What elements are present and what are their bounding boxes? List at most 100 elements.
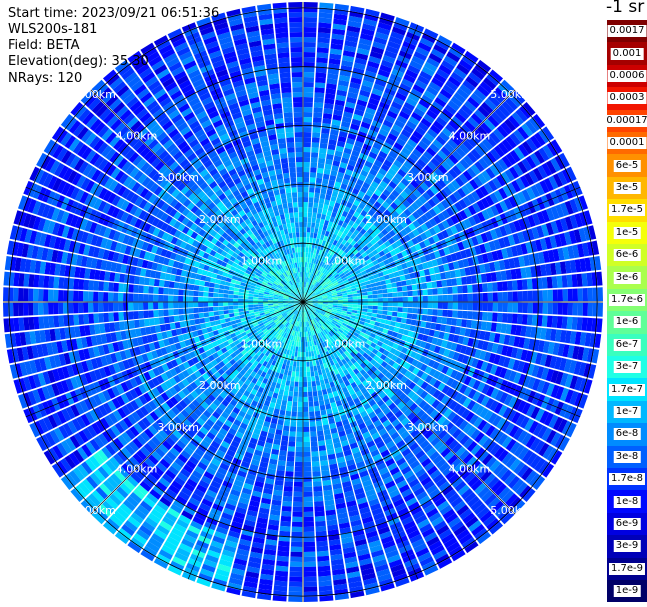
range-gate-cell xyxy=(322,306,328,309)
range-gate-cell xyxy=(448,153,459,165)
range-gate-cell xyxy=(332,305,338,308)
range-gate-cell xyxy=(435,273,442,281)
range-gate-cell xyxy=(535,408,545,422)
range-gate-cell xyxy=(365,189,374,197)
range-gate-cell xyxy=(307,386,313,392)
range-gate-cell xyxy=(389,249,397,257)
range-gate-cell xyxy=(350,239,357,247)
range-gate-cell xyxy=(279,450,287,457)
range-gate-cell xyxy=(459,268,466,277)
range-gate-cell xyxy=(426,260,434,268)
range-gate-cell xyxy=(474,349,482,359)
range-gate-cell xyxy=(312,212,317,219)
range-gate-cell xyxy=(491,343,499,354)
range-gate-cell xyxy=(577,302,583,316)
range-gate-cell xyxy=(522,101,536,116)
range-gate-cell xyxy=(470,275,477,284)
range-gate-cell xyxy=(475,234,484,245)
range-gate-cell xyxy=(488,262,496,272)
range-gate-cell xyxy=(359,320,365,326)
range-gate-cell xyxy=(332,293,338,296)
range-gate-cell xyxy=(373,36,388,45)
range-gate-cell xyxy=(426,146,437,157)
range-gate-cell xyxy=(400,220,408,229)
range-gate-cell xyxy=(382,293,388,298)
range-gate-cell xyxy=(546,142,559,157)
range-gate-cell xyxy=(345,256,352,262)
range-gate-cell xyxy=(445,341,453,350)
range-gate-cell xyxy=(305,293,309,298)
range-gate-cell xyxy=(405,318,412,325)
range-gate-cell xyxy=(391,311,398,317)
range-gate-cell xyxy=(332,308,338,311)
range-gate-cell xyxy=(433,72,447,84)
range-gate-cell xyxy=(403,208,412,217)
range-gate-cell xyxy=(420,117,432,128)
range-gate-cell xyxy=(456,88,470,100)
range-gate-cell xyxy=(542,302,548,315)
range-gate-cell xyxy=(294,461,303,467)
range-gate-cell xyxy=(454,326,461,335)
range-gate-cell xyxy=(321,240,327,246)
range-gate-cell xyxy=(382,54,396,64)
range-gate-cell xyxy=(525,326,532,338)
range-gate-cell xyxy=(509,149,521,163)
range-gate-cell xyxy=(303,356,306,362)
range-gate-cell xyxy=(447,182,457,193)
range-gate-cell xyxy=(372,290,378,295)
range-gate-cell xyxy=(393,142,404,151)
range-gate-cell xyxy=(554,262,562,275)
range-gate-cell xyxy=(437,150,448,161)
range-gate-cell xyxy=(303,212,308,218)
range-gate-cell xyxy=(545,263,552,276)
range-gate-cell xyxy=(325,288,331,292)
range-gate-cell xyxy=(467,302,473,311)
range-gate-cell xyxy=(520,325,527,337)
range-gate-cell xyxy=(454,201,463,212)
range-gate-cell xyxy=(330,255,336,262)
range-gate-cell xyxy=(313,248,318,254)
range-gate-cell xyxy=(389,105,401,115)
range-gate-cell xyxy=(298,391,303,397)
range-gate-cell xyxy=(566,422,577,438)
range-gate-cell xyxy=(334,316,340,321)
range-gate-cell xyxy=(346,213,353,220)
range-gate-cell xyxy=(321,389,328,395)
range-gate-cell xyxy=(337,300,343,302)
range-gate-cell xyxy=(326,292,332,296)
range-gate-cell xyxy=(303,436,310,442)
range-gate-cell xyxy=(327,305,333,309)
range-gate-cell xyxy=(310,366,314,372)
range-gate-cell xyxy=(485,207,495,219)
range-gate-cell xyxy=(452,165,462,176)
range-gate-cell xyxy=(477,311,483,321)
range-gate-cell xyxy=(363,322,370,327)
range-gate-cell xyxy=(502,236,511,248)
range-gate-cell xyxy=(429,124,441,135)
range-gate-cell xyxy=(486,342,494,352)
range-gate-cell xyxy=(364,160,373,169)
range-gate-cell xyxy=(345,168,353,176)
range-gate-cell xyxy=(581,242,590,257)
range-gate-cell xyxy=(464,248,472,258)
range-gate-cell xyxy=(308,192,315,198)
range-gate-cell xyxy=(557,418,568,433)
range-gate-cell xyxy=(303,232,307,238)
range-gate-cell xyxy=(315,530,327,537)
range-gate-cell xyxy=(404,217,412,226)
range-gate-cell xyxy=(520,349,528,361)
range-gate-cell xyxy=(392,342,399,350)
range-gate-cell xyxy=(303,481,313,487)
range-gate-cell xyxy=(445,367,454,377)
range-gate-cell xyxy=(303,496,313,502)
range-gate-cell xyxy=(466,136,478,148)
range-gate-cell xyxy=(286,405,292,412)
range-gate-cell xyxy=(279,530,291,537)
range-gate-cell xyxy=(387,168,397,177)
range-gate-cell xyxy=(457,108,470,120)
range-gate-cell xyxy=(303,546,316,552)
range-gate-cell xyxy=(431,101,444,112)
range-gate-cell xyxy=(349,282,356,287)
range-gate-cell xyxy=(417,42,432,53)
range-gate-cell xyxy=(500,121,513,135)
